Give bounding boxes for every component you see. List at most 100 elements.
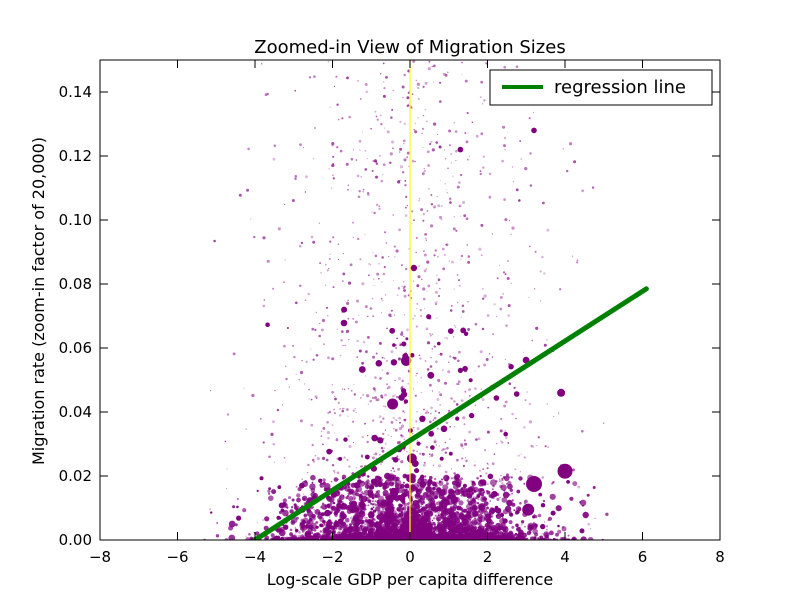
scatter-point <box>232 352 236 356</box>
scatter-point <box>407 294 410 297</box>
scatter-point <box>528 402 532 406</box>
scatter-point <box>268 495 274 502</box>
scatter-point <box>435 303 437 306</box>
scatter-point <box>347 184 350 186</box>
scatter-point <box>385 495 390 500</box>
scatter-point <box>361 131 364 133</box>
scatter-point <box>461 61 463 64</box>
scatter-point <box>441 514 444 517</box>
scatter-point <box>499 264 501 266</box>
scatter-point <box>264 535 270 540</box>
scatter-point <box>580 536 587 540</box>
scatter-point <box>458 475 460 477</box>
scatter-point <box>392 474 396 478</box>
scatter-point <box>415 251 418 254</box>
scatter-point <box>356 174 360 178</box>
x-tick-label: 8 <box>715 548 725 566</box>
scatter-point <box>343 407 345 410</box>
scatter-point <box>459 204 462 207</box>
scatter-point <box>320 485 323 488</box>
scatter-point <box>373 493 375 495</box>
scatter-point <box>442 527 445 530</box>
scatter-point <box>284 365 287 368</box>
scatter-point <box>331 142 335 145</box>
scatter-point <box>403 438 405 440</box>
scatter-point <box>383 357 386 360</box>
scatter-point <box>392 537 395 540</box>
scatter-point <box>441 478 443 481</box>
scatter-point <box>403 73 406 77</box>
scatter-point <box>310 487 316 493</box>
scatter-point <box>380 478 383 482</box>
scatter-point <box>453 472 456 475</box>
scatter-point <box>430 140 433 143</box>
scatter-point <box>502 271 506 274</box>
scatter-point <box>401 96 404 99</box>
scatter-point <box>368 492 374 498</box>
scatter-point <box>396 455 399 458</box>
scatter-point <box>460 174 463 176</box>
scatter-point <box>331 384 334 386</box>
scatter-point <box>515 510 520 514</box>
scatter-point <box>346 329 350 333</box>
scatter-point <box>416 513 421 518</box>
scatter-point <box>335 438 339 442</box>
scatter-point <box>398 505 402 509</box>
scatter-point <box>286 326 289 330</box>
scatter-point <box>348 115 352 119</box>
scatter-point <box>444 441 447 444</box>
scatter-point <box>518 199 521 202</box>
scatter-point <box>452 227 456 231</box>
scatter-point <box>445 517 448 521</box>
scatter-point <box>427 284 431 288</box>
scatter-point <box>508 220 510 222</box>
scatter-point <box>340 533 344 537</box>
scatter-point <box>314 509 321 515</box>
scatter-point <box>419 481 427 488</box>
scatter-point <box>437 491 441 495</box>
scatter-point <box>383 81 385 83</box>
scatter-point <box>406 156 409 159</box>
scatter-point <box>488 195 492 199</box>
scatter-point <box>380 394 383 397</box>
scatter-point <box>540 503 546 508</box>
scatter-point <box>441 247 445 251</box>
scatter-point <box>386 533 389 536</box>
scatter-point <box>337 118 340 121</box>
scatter-point <box>326 448 333 455</box>
scatter-point <box>278 510 283 515</box>
scatter-point <box>437 341 441 346</box>
scatter-point <box>403 501 405 504</box>
scatter-point <box>381 312 383 314</box>
scatter-point <box>278 529 286 537</box>
scatter-point <box>396 337 398 340</box>
scatter-point <box>463 423 466 426</box>
scatter-point <box>448 451 453 456</box>
x-tick-label: −6 <box>166 548 188 566</box>
scatter-point <box>397 513 401 516</box>
scatter-point <box>327 315 329 317</box>
scatter-point <box>395 476 400 481</box>
scatter-point <box>490 479 497 486</box>
scatter-point <box>458 492 461 495</box>
scatter-point <box>392 89 394 92</box>
scatter-point <box>459 524 461 527</box>
highlighted-point <box>457 146 464 153</box>
scatter-point <box>415 513 417 515</box>
scatter-point <box>483 508 487 513</box>
scatter-point <box>375 475 378 478</box>
scatter-point <box>412 318 414 320</box>
scatter-point <box>486 490 489 493</box>
scatter-point <box>510 282 512 284</box>
scatter-point <box>345 332 347 334</box>
scatter-point <box>378 536 381 539</box>
scatter-point <box>433 254 436 257</box>
axes: −8 −6 −4 −2 0 2 4 6 80.000.020.040.060.080.100.1… <box>59 59 725 566</box>
scatter-point <box>461 494 464 496</box>
scatter-point <box>511 499 514 502</box>
scatter-point <box>445 243 447 246</box>
scatter-point <box>381 299 384 302</box>
scatter-point <box>413 219 415 222</box>
regression-line <box>252 286 649 540</box>
scatter-point <box>462 524 466 527</box>
